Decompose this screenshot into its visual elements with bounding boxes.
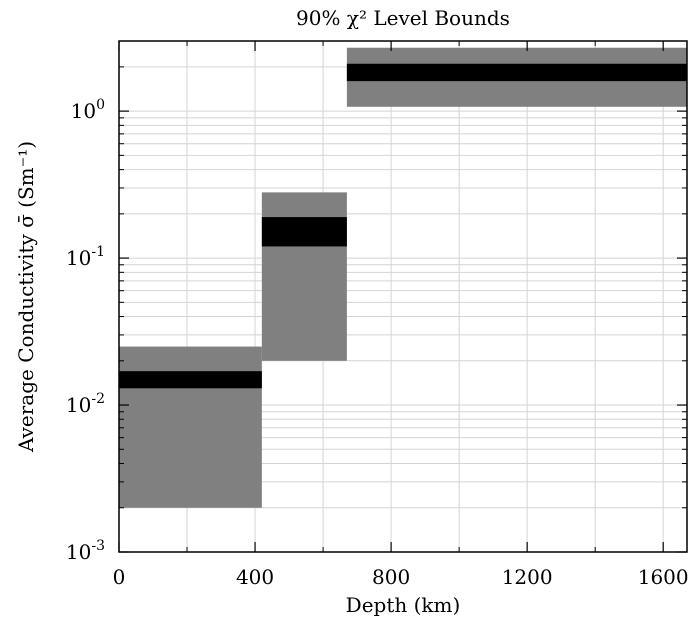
bars-layer xyxy=(119,47,687,508)
best-fit-bar-1 xyxy=(119,371,262,389)
x-tick-label: 1600 xyxy=(638,565,689,589)
y-axis-label: Average Conductivity σ̄ (Sm⁻¹) xyxy=(14,141,38,453)
ticks-layer: 0 400 800 1200 1600 10-3 10-2 10-1 100 xyxy=(66,40,689,589)
y-tick-label: 10-2 xyxy=(66,391,105,417)
plot-frame xyxy=(118,40,688,553)
best-fit-bar-2 xyxy=(261,217,347,247)
best-fit-bar-3 xyxy=(346,63,687,82)
x-tick-label: 400 xyxy=(236,565,274,589)
bound-bar-1 xyxy=(119,346,262,508)
y-tick-label: 10-1 xyxy=(66,244,105,270)
x-tick-label: 1200 xyxy=(502,565,553,589)
chart-title: 90% χ² Level Bounds xyxy=(296,6,510,30)
x-axis-label: Depth (km) xyxy=(346,593,461,617)
x-tick-label: 800 xyxy=(372,565,410,589)
y-tick-label: 10-3 xyxy=(66,538,105,564)
x-tick-label: 0 xyxy=(113,565,126,589)
y-tick-label: 100 xyxy=(71,97,105,123)
